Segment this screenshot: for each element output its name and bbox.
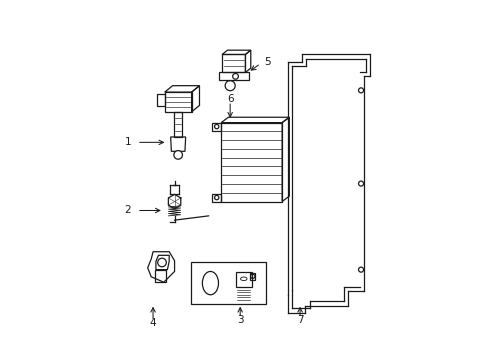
Text: 1: 1 — [124, 138, 131, 147]
Text: 7: 7 — [296, 315, 303, 325]
Circle shape — [174, 150, 182, 159]
Text: 3: 3 — [236, 315, 243, 325]
Bar — [212, 194, 221, 202]
Bar — [212, 123, 221, 131]
Bar — [190, 262, 265, 304]
Text: 4: 4 — [149, 319, 156, 328]
Text: 6: 6 — [226, 94, 233, 104]
Text: 2: 2 — [124, 206, 131, 216]
Bar — [221, 123, 282, 202]
Text: 5: 5 — [264, 57, 271, 67]
